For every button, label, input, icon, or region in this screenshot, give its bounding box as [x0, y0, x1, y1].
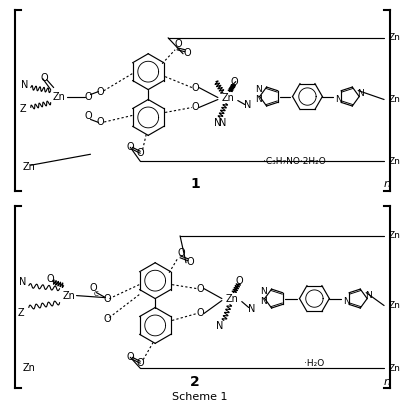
Text: Zn: Zn [389, 364, 401, 373]
Text: N: N [343, 297, 349, 306]
Text: O: O [191, 83, 199, 93]
Text: O: O [103, 293, 111, 303]
Text: O: O [231, 77, 239, 87]
Text: Zn: Zn [389, 231, 401, 240]
Text: Zn: Zn [389, 33, 401, 42]
Text: N: N [255, 85, 262, 94]
Text: N: N [335, 95, 342, 104]
Text: N: N [21, 80, 29, 89]
Text: N: N [260, 287, 267, 296]
Text: O: O [137, 148, 144, 158]
Text: N: N [365, 291, 372, 300]
Text: O: O [103, 314, 111, 324]
Text: Zn: Zn [221, 93, 234, 102]
Text: O: O [97, 117, 104, 127]
Text: N: N [244, 100, 251, 110]
Text: N: N [216, 322, 223, 331]
Text: O: O [183, 48, 191, 58]
Text: N: N [357, 89, 364, 98]
Text: O: O [90, 283, 97, 293]
Text: Zn: Zn [62, 291, 75, 301]
Text: N: N [255, 95, 262, 104]
Text: O: O [126, 142, 134, 152]
Text: Zn: Zn [23, 162, 36, 172]
Text: N: N [219, 118, 227, 129]
Text: O: O [174, 39, 182, 49]
Text: Zn: Zn [389, 95, 401, 104]
Text: N: N [260, 297, 267, 306]
Text: O: O [177, 248, 185, 258]
Text: O: O [196, 309, 204, 318]
Text: O: O [186, 257, 194, 267]
Text: O: O [196, 284, 204, 294]
Text: 2: 2 [190, 375, 200, 389]
Text: N: N [248, 303, 255, 314]
Text: O: O [137, 358, 144, 368]
Text: n: n [384, 179, 391, 189]
Text: C: C [94, 291, 99, 297]
Text: Zn: Zn [389, 157, 401, 166]
Text: Zn: Zn [52, 91, 65, 102]
Text: O: O [85, 112, 92, 121]
Text: Z: Z [17, 307, 24, 318]
Text: O: O [47, 274, 55, 284]
Text: Zn: Zn [225, 293, 238, 303]
Text: N: N [214, 118, 221, 129]
Text: Scheme 1: Scheme 1 [172, 392, 228, 402]
Text: Zn: Zn [389, 301, 401, 310]
Text: 1: 1 [190, 177, 200, 191]
Text: Zn: Zn [23, 363, 36, 373]
Text: n: n [384, 377, 391, 387]
Text: ·H₂O: ·H₂O [304, 359, 324, 368]
Text: O: O [191, 102, 199, 112]
Text: ·C₃H₇NO·2H₂O: ·C₃H₇NO·2H₂O [263, 157, 326, 166]
Text: O: O [41, 73, 48, 83]
Text: N: N [19, 276, 27, 287]
Text: O: O [236, 276, 244, 286]
Text: Z: Z [19, 104, 26, 114]
Text: O: O [97, 87, 104, 97]
Text: O: O [85, 91, 92, 102]
Text: O: O [126, 352, 134, 362]
